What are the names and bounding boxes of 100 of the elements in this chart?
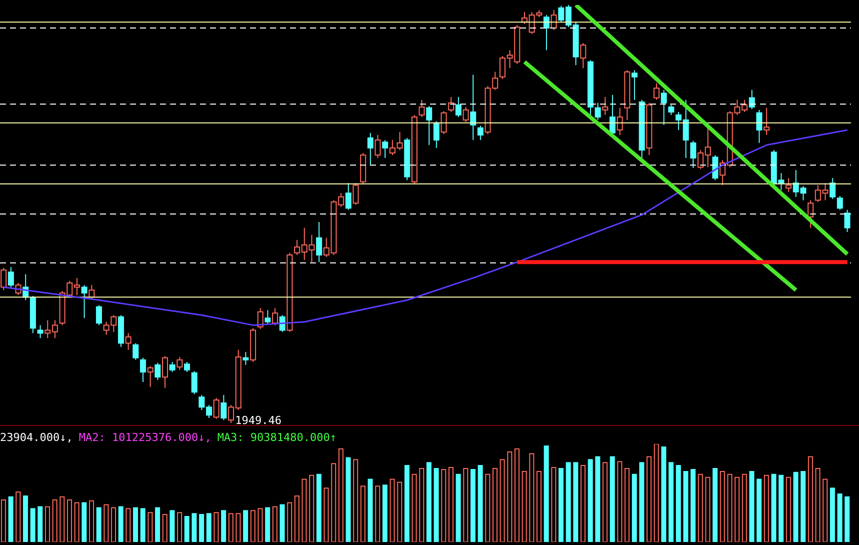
candlestick <box>462 106 469 123</box>
bar <box>771 474 776 542</box>
bar <box>595 456 600 542</box>
bar <box>60 496 65 542</box>
candlestick <box>345 182 352 210</box>
bar <box>404 465 410 542</box>
bar <box>104 504 109 542</box>
candlestick <box>756 109 762 144</box>
bar <box>478 465 483 542</box>
candlestick <box>668 104 674 116</box>
candlestick <box>660 89 667 126</box>
candlestick <box>440 110 447 135</box>
candlestick <box>654 82 660 100</box>
bar <box>668 462 674 542</box>
bar <box>258 508 263 542</box>
candlestick <box>470 74 476 141</box>
bar <box>800 470 806 542</box>
candlestick <box>382 140 388 158</box>
candlestick <box>448 96 454 113</box>
bar <box>111 507 116 542</box>
bar <box>397 482 402 542</box>
bar <box>302 478 307 542</box>
bar <box>118 506 124 542</box>
bar <box>500 459 505 542</box>
candlestick <box>154 362 161 380</box>
bar <box>683 470 688 542</box>
candlestick <box>367 132 374 166</box>
bar <box>522 470 527 542</box>
bar <box>566 462 571 542</box>
bar <box>529 453 534 542</box>
candlestick <box>8 266 14 288</box>
candlestick <box>96 304 102 326</box>
candlestick <box>786 178 792 192</box>
candlestick <box>272 308 278 326</box>
bar <box>624 468 630 542</box>
bar <box>727 474 732 542</box>
annotation: 1949.46 <box>235 414 282 427</box>
bar <box>250 510 256 542</box>
candlestick <box>257 308 264 330</box>
bar <box>610 456 615 542</box>
bar <box>544 445 549 542</box>
bar <box>294 495 300 542</box>
bar <box>551 467 556 542</box>
candlestick <box>433 120 440 148</box>
bar <box>214 512 219 542</box>
bar <box>133 507 138 542</box>
candlestick <box>125 332 132 350</box>
bar <box>822 478 828 542</box>
candlestick <box>455 96 462 118</box>
bar <box>742 474 747 542</box>
bar <box>155 507 160 542</box>
bar <box>8 496 14 542</box>
bar <box>485 474 490 542</box>
bar <box>44 506 50 542</box>
candlestick <box>690 140 696 169</box>
bar <box>676 465 681 542</box>
bar <box>309 474 314 542</box>
candlestick <box>220 394 227 421</box>
bar <box>22 495 28 542</box>
bar <box>177 512 182 542</box>
bar <box>507 451 512 542</box>
candlestick <box>418 99 425 118</box>
bar <box>346 457 351 542</box>
bar <box>265 507 270 542</box>
bar <box>441 468 446 542</box>
candlestick <box>242 351 249 366</box>
bar <box>698 474 703 542</box>
bar <box>184 516 190 542</box>
candlestick <box>836 196 843 210</box>
candlestick <box>132 342 139 360</box>
candlestick <box>844 209 850 232</box>
bar <box>74 502 80 542</box>
bar <box>96 507 102 542</box>
bar <box>82 502 87 542</box>
bar <box>448 467 454 542</box>
candlestick <box>748 89 755 110</box>
bar <box>66 499 72 542</box>
candlestick <box>830 178 836 200</box>
candlestick <box>602 96 608 116</box>
bar <box>16 492 21 542</box>
bar <box>492 468 498 542</box>
bar <box>170 510 175 542</box>
candlestick <box>213 397 220 420</box>
candlestick <box>316 221 322 263</box>
candlestick <box>580 42 586 69</box>
candlestick <box>808 200 814 228</box>
candlestick <box>176 356 183 370</box>
bar <box>38 506 43 542</box>
bar <box>236 513 241 542</box>
bar <box>778 474 784 542</box>
bar <box>280 504 285 542</box>
bar <box>558 468 564 542</box>
bar <box>470 468 476 542</box>
bar <box>456 474 461 542</box>
bar <box>588 459 593 542</box>
bar <box>243 510 248 542</box>
bar <box>368 478 373 542</box>
candlestick <box>632 70 638 100</box>
bar <box>639 462 644 542</box>
bar <box>140 508 146 542</box>
